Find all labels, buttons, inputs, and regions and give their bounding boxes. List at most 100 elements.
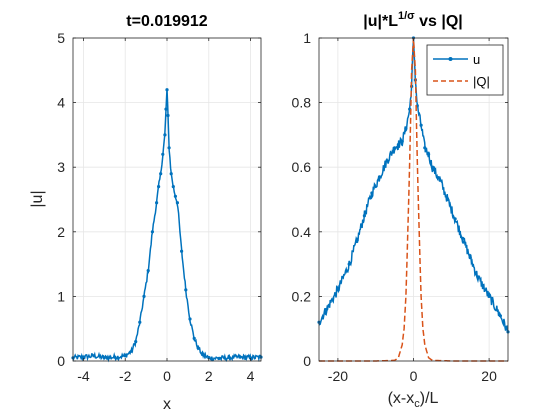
ax2-data-point <box>404 126 408 130</box>
ax1-data-point <box>207 356 211 360</box>
ax1-data-point <box>217 356 221 360</box>
ax2-data-point <box>370 191 374 195</box>
left-plot-title: t=0.019912 <box>126 13 208 30</box>
ax2-data-point <box>362 214 366 218</box>
ax2-data-point <box>487 294 491 298</box>
ax2-xtick-label: -20 <box>328 368 348 384</box>
left-data-layer <box>71 88 263 363</box>
right-xlabel-main: (x-x <box>388 390 415 407</box>
right-title-superscript: 1/σ <box>398 10 415 22</box>
ax2-data-point <box>423 146 427 150</box>
ax2-ytick-label: 0.4 <box>292 224 312 240</box>
left-subplot: -4 -2 0 2 4 0 1 2 3 4 5 t=0.019912 x |u| <box>29 13 263 413</box>
ax2-data-point <box>498 314 502 318</box>
ax1-data-point <box>165 88 169 92</box>
ax2-data-point <box>385 159 389 163</box>
ax1-xtick-label: 0 <box>163 368 171 384</box>
ax2-xtick-label: 0 <box>410 368 418 384</box>
ax2-data-point <box>336 288 340 292</box>
ax2-data-point <box>377 175 382 179</box>
ax1-data-point <box>157 185 161 189</box>
ax2-data-point <box>325 307 329 311</box>
ax2-data-point <box>476 275 480 279</box>
right-ticks: -20 0 20 0 0.2 0.4 0.6 0.8 1 <box>292 30 508 384</box>
right-plot-title: |u|*L1/σ vs |Q| <box>363 10 463 30</box>
ax1-data-point <box>150 230 154 234</box>
ax2-data-point <box>393 146 397 150</box>
ax2-data-point <box>438 178 442 182</box>
ax1-data-point <box>81 355 85 359</box>
ax2-xtick-label: 20 <box>481 368 497 384</box>
ax1-ytick-label: 3 <box>57 159 65 175</box>
right-subplot: -20 0 20 0 0.2 0.4 0.6 0.8 1 |u|*L1/σ vs |Q| (x-… <box>292 10 510 410</box>
ax1-data-point <box>146 269 150 273</box>
ax2-data-point <box>396 143 400 147</box>
ax1-data-point <box>200 352 205 357</box>
ax2-ytick-label: 1 <box>303 30 311 46</box>
ax2-data-point <box>453 217 457 221</box>
ax1-xtick-label: 4 <box>247 368 255 384</box>
ax1-data-point <box>169 172 173 176</box>
ax2-data-point <box>419 123 423 127</box>
right-xlabel-tail: )/L <box>420 390 439 407</box>
ax1-data-point <box>134 340 138 344</box>
ax2-data-point <box>430 165 434 169</box>
ax1-ytick-label: 2 <box>57 224 65 240</box>
ax1-xtick-label: 2 <box>205 368 213 384</box>
left-y-axis-label: |u| <box>29 190 46 207</box>
legend-q-label: |Q| <box>473 74 490 89</box>
ax1-ytick-label: 5 <box>57 30 65 46</box>
ax2-data-point <box>427 152 431 156</box>
ax1-data-point <box>249 356 253 360</box>
ax1-data-point <box>159 172 163 176</box>
ax1-data-point <box>164 107 168 111</box>
ax2-ytick-label: 0.2 <box>292 288 312 304</box>
right-x-axis-label: (x-xc)/L <box>388 390 439 410</box>
left-x-axis-label: x <box>163 396 171 413</box>
ax1-data-point <box>238 355 242 359</box>
legend-box <box>426 44 504 96</box>
ax2-ytick-label: 0.8 <box>292 95 312 111</box>
ax1-data-point <box>171 185 175 189</box>
ax1-xtick-label: -4 <box>77 368 90 384</box>
ax2-data-point <box>468 256 472 260</box>
ax1-data-point <box>161 152 165 156</box>
ax1-data-point <box>188 317 192 321</box>
ax2-data-point <box>400 139 404 143</box>
right-title-tail: vs |Q| <box>415 13 463 30</box>
ax1-data-point <box>129 349 134 353</box>
ax1-data-point <box>166 113 170 118</box>
ax1-data-point <box>155 201 159 205</box>
ax1-ytick-label: 4 <box>57 95 65 111</box>
ax1-data-point <box>228 356 232 360</box>
left-ticks: -4 -2 0 2 4 0 1 2 3 4 5 <box>57 30 261 384</box>
ax2-ytick-label: 0.6 <box>292 159 312 175</box>
ax1-data-point <box>167 146 171 150</box>
ax2-data-point <box>355 239 359 244</box>
ax1-data-point <box>173 194 177 198</box>
ax2-data-point <box>347 262 351 266</box>
legend: u |Q| <box>426 44 504 96</box>
legend-u-label: u <box>473 52 480 67</box>
ax1-data-point <box>180 249 184 253</box>
ax1-data-point <box>92 354 96 358</box>
ax1-data-point <box>196 346 200 350</box>
ax2-data-point <box>461 236 465 240</box>
ax1-data-point <box>142 294 146 298</box>
ax1-data-point <box>113 355 117 359</box>
ax1-ytick-label: 1 <box>57 288 65 304</box>
ax1-data-point <box>184 288 188 292</box>
legend-u-marker <box>448 57 453 61</box>
ax2-ytick-label: 0 <box>303 353 311 369</box>
right-title-main: |u|*L <box>363 13 398 30</box>
right-xlabel-subscript: c <box>414 398 420 410</box>
ax1-data-point <box>138 320 142 324</box>
ax1-data-point <box>192 336 196 340</box>
ax1-data-point <box>163 133 167 137</box>
ax1-xtick-label: -2 <box>119 368 132 384</box>
ax1-data-point <box>175 201 179 205</box>
ax2-data-point <box>445 197 450 202</box>
ax1-ytick-label: 0 <box>57 353 65 369</box>
ax1-data-point <box>123 354 127 358</box>
